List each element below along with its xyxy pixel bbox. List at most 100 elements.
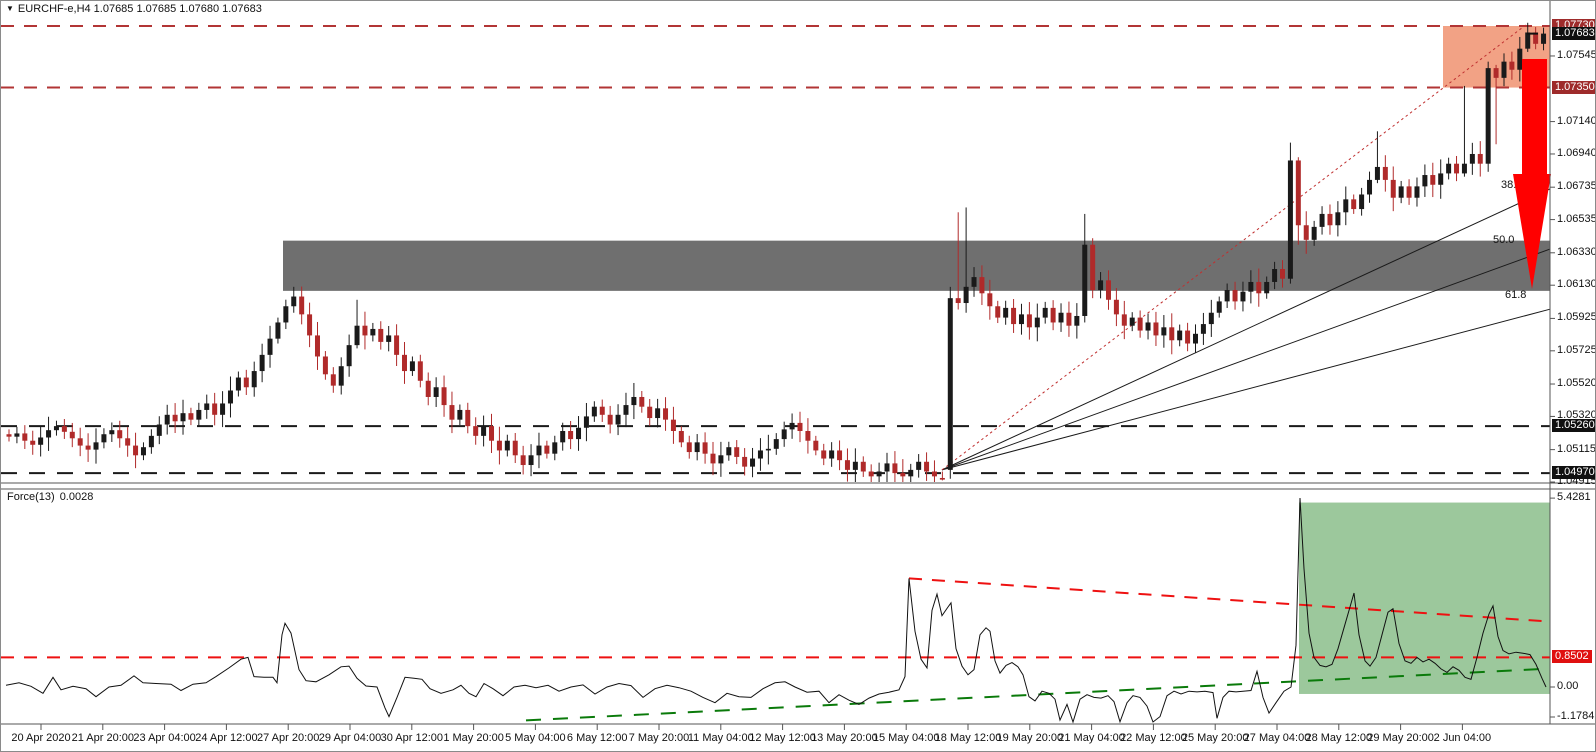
- price-label: 1.06735: [1557, 180, 1596, 193]
- candle: [433, 387, 439, 397]
- candle: [1169, 327, 1175, 341]
- fib-fan-baseline[interactable]: [941, 23, 1528, 471]
- candle: [1295, 160, 1301, 226]
- force-rising-trendline[interactable]: [525, 667, 1551, 722]
- chart-title-collapse-icon[interactable]: ▼: [6, 4, 14, 13]
- candle: [663, 408, 669, 420]
- candle: [378, 328, 384, 342]
- candle: [1398, 186, 1404, 198]
- candle: [314, 335, 320, 357]
- candle: [860, 461, 866, 472]
- candle: [1066, 312, 1072, 326]
- candle: [821, 450, 827, 459]
- candle: [1003, 307, 1009, 318]
- candle: [583, 416, 589, 428]
- candle: [473, 426, 479, 436]
- candle: [947, 298, 953, 470]
- force-value-tag: 0.8502: [1552, 650, 1592, 664]
- candle: [536, 445, 542, 456]
- candle: [1248, 281, 1254, 292]
- candle: [125, 438, 131, 446]
- sell-arrow-head[interactable]: [1513, 174, 1551, 289]
- fib-fan-line-38.2[interactable]: [941, 188, 1551, 471]
- candle: [164, 414, 170, 425]
- candle: [599, 406, 605, 415]
- candle: [1018, 314, 1024, 325]
- candle: [1533, 32, 1539, 44]
- candle: [560, 431, 566, 443]
- candle: [607, 414, 613, 425]
- candle: [971, 277, 977, 287]
- candle: [908, 469, 914, 477]
- candle: [1256, 281, 1262, 294]
- price-label: 1.06940: [1557, 146, 1596, 159]
- chart-ohlc-quotes: 1.07685 1.07685 1.07680 1.07683: [93, 3, 262, 15]
- candle: [647, 406, 653, 419]
- candle: [14, 433, 20, 437]
- candle: [307, 314, 313, 336]
- candle: [718, 455, 724, 464]
- candle: [900, 473, 906, 477]
- candle: [979, 277, 985, 294]
- candle: [1509, 61, 1515, 70]
- candle: [1351, 199, 1357, 210]
- candle: [750, 458, 756, 467]
- supply-zone-gray[interactable]: [283, 240, 1550, 291]
- candle: [631, 396, 637, 406]
- time-label: 21 Apr 20:00: [71, 732, 134, 744]
- sell-arrow-body[interactable]: [1522, 59, 1547, 177]
- candle: [576, 427, 582, 440]
- candle: [1058, 312, 1064, 323]
- candle: [520, 455, 526, 466]
- candle: [196, 409, 202, 420]
- candle: [481, 426, 487, 436]
- candle: [955, 298, 961, 304]
- time-label: 22 May 12:00: [1120, 732, 1187, 744]
- candle: [1208, 312, 1214, 325]
- candle: [235, 377, 241, 391]
- candle: [773, 439, 779, 449]
- candle: [1200, 324, 1206, 334]
- fib-fan-line-61.8[interactable]: [941, 308, 1551, 471]
- time-label: 20 Apr 2020: [11, 732, 71, 744]
- candle: [710, 453, 716, 464]
- candle: [61, 426, 67, 432]
- candle: [916, 461, 922, 470]
- force-declining-trendline[interactable]: [908, 577, 1551, 623]
- time-label: 29 Apr 04:00: [318, 732, 382, 744]
- candle: [591, 406, 597, 417]
- candle: [1501, 61, 1507, 78]
- fib-fan-line-50.0[interactable]: [941, 248, 1551, 471]
- candle: [939, 477, 945, 480]
- candle: [1446, 163, 1452, 174]
- candle: [781, 429, 787, 440]
- time-label: 24 Apr 12:00: [195, 732, 258, 744]
- price-label: 1.05115: [1557, 442, 1596, 455]
- candle: [512, 440, 518, 456]
- candle: [837, 450, 843, 461]
- momentum-zone-green[interactable]: [1299, 502, 1550, 694]
- candle: [227, 390, 233, 404]
- price-tag: 1.07683: [1552, 26, 1595, 40]
- candle: [370, 328, 376, 336]
- candle: [1098, 280, 1104, 291]
- candle: [1272, 269, 1278, 282]
- time-label: 30 Apr 12:00: [380, 732, 443, 744]
- candle: [1454, 163, 1460, 174]
- candle: [346, 345, 352, 367]
- price-label: 1.06535: [1557, 212, 1596, 225]
- candle: [30, 440, 36, 445]
- candle: [291, 296, 297, 307]
- candle: [69, 431, 75, 439]
- candle: [109, 430, 115, 435]
- candle: [829, 450, 835, 459]
- candle: [1327, 213, 1333, 226]
- candle: [623, 405, 629, 415]
- price-label: 1.07545: [1557, 48, 1596, 61]
- candle: [868, 471, 874, 477]
- candle: [876, 471, 882, 477]
- candle: [678, 431, 684, 443]
- candle: [931, 471, 937, 477]
- candle: [1335, 212, 1341, 226]
